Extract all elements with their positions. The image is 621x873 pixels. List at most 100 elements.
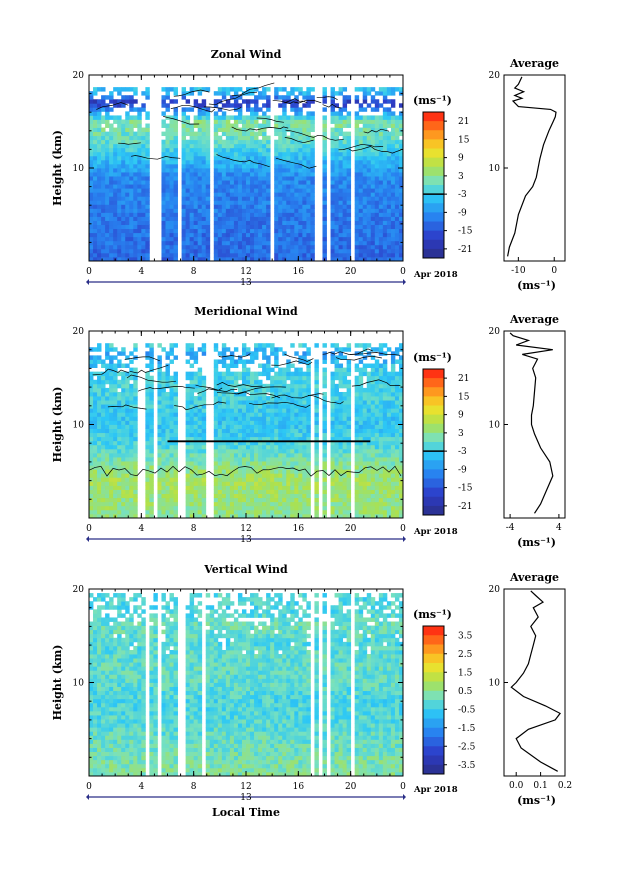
heatmap-cell bbox=[201, 400, 207, 405]
heatmap-cell bbox=[302, 224, 307, 230]
heatmap-cell bbox=[129, 123, 134, 128]
heatmap-cell bbox=[173, 408, 178, 413]
heatmap-cell bbox=[330, 355, 335, 360]
heatmap-cell bbox=[302, 168, 307, 173]
heatmap-cell bbox=[237, 95, 243, 100]
heatmap-cell bbox=[290, 465, 295, 470]
heatmap-cell bbox=[173, 236, 178, 242]
heatmap-cell bbox=[161, 469, 166, 474]
heatmap-cell bbox=[157, 343, 162, 348]
heatmap-cell bbox=[133, 188, 138, 193]
heatmap-cell bbox=[157, 505, 162, 511]
heatmap-cell bbox=[97, 501, 102, 507]
heatmap-cell bbox=[254, 379, 259, 385]
heatmap-cell bbox=[254, 184, 259, 189]
heatmap-cell bbox=[278, 147, 283, 153]
heatmap-cell bbox=[306, 220, 311, 226]
heatmap-cell bbox=[334, 501, 339, 507]
heatmap-cell bbox=[298, 176, 303, 181]
heatmap-cell bbox=[217, 477, 223, 482]
heatmap-cell bbox=[290, 147, 295, 153]
heatmap-cell bbox=[201, 139, 207, 145]
heatmap-cell bbox=[386, 244, 392, 250]
heatmap-cell bbox=[145, 355, 150, 360]
heatmap-cell bbox=[250, 428, 255, 434]
heatmap-cell bbox=[97, 400, 102, 405]
heatmap-cell bbox=[334, 256, 339, 262]
heatmap-cell bbox=[169, 200, 174, 205]
heatmap-cell bbox=[109, 505, 114, 511]
heatmap-cell bbox=[229, 159, 235, 165]
heatmap-cell bbox=[109, 208, 114, 213]
heatmap-cell bbox=[201, 505, 207, 511]
heatmap-cell bbox=[354, 216, 360, 221]
heatmap-cell bbox=[97, 420, 102, 425]
heatmap-cell bbox=[237, 469, 243, 474]
heatmap-cell bbox=[197, 444, 203, 450]
heatmap-cell bbox=[197, 107, 203, 112]
heatmap-cell bbox=[109, 363, 114, 368]
heatmap-cell bbox=[93, 448, 98, 454]
heatmap-cell bbox=[157, 509, 162, 515]
heatmap-cell bbox=[310, 208, 315, 213]
contour-line bbox=[131, 155, 181, 160]
heatmap-cell bbox=[113, 119, 118, 124]
heatmap-cell bbox=[274, 465, 279, 470]
heatmap-cell bbox=[189, 163, 195, 169]
heatmap-cell bbox=[129, 359, 134, 364]
heatmap-cell bbox=[125, 159, 130, 165]
heatmap-cell bbox=[362, 208, 368, 213]
heatmap-cell bbox=[149, 383, 154, 389]
heatmap-cell bbox=[394, 204, 400, 209]
heatmap-cell bbox=[354, 151, 360, 157]
heatmap-cell bbox=[354, 135, 360, 141]
heatmap-cell bbox=[274, 416, 279, 421]
heatmap-cell bbox=[290, 452, 295, 458]
heatmap-cell bbox=[181, 252, 187, 258]
heatmap-cell bbox=[370, 107, 376, 112]
heatmap-cell bbox=[101, 248, 106, 254]
heatmap-cell bbox=[101, 119, 106, 124]
heatmap-cell bbox=[366, 188, 372, 193]
heatmap-cell bbox=[274, 359, 279, 364]
heatmap-cell bbox=[217, 505, 223, 511]
heatmap-cell bbox=[173, 375, 178, 381]
heatmap-cell bbox=[173, 184, 178, 189]
heatmap-cell bbox=[354, 99, 360, 104]
heatmap-cell bbox=[258, 151, 263, 157]
heatmap-cell bbox=[121, 461, 126, 466]
heatmap-cell bbox=[145, 477, 150, 482]
heatmap-cell bbox=[274, 176, 279, 181]
heatmap-cell bbox=[229, 448, 235, 454]
heatmap-cell bbox=[246, 115, 251, 120]
heatmap-cell bbox=[374, 172, 380, 177]
heatmap-cell bbox=[302, 147, 307, 153]
heatmap-cell bbox=[213, 363, 219, 368]
heatmap-cell bbox=[322, 477, 327, 482]
heatmap-cell bbox=[250, 359, 255, 364]
heatmap-cell bbox=[374, 135, 380, 141]
heatmap-cell bbox=[302, 216, 307, 221]
heatmap-cell bbox=[165, 481, 170, 486]
heatmap-cell bbox=[149, 477, 154, 482]
heatmap-cell bbox=[229, 485, 235, 490]
heatmap-cell bbox=[338, 485, 344, 490]
heatmap-cell bbox=[270, 473, 275, 478]
heatmap-cell bbox=[294, 396, 299, 401]
heatmap-cell bbox=[197, 151, 203, 157]
heatmap-cell bbox=[366, 252, 372, 258]
heatmap-cell bbox=[229, 256, 235, 262]
heatmap-cell bbox=[241, 143, 247, 149]
heatmap-cell bbox=[105, 497, 110, 503]
heatmap-cell bbox=[258, 363, 263, 368]
heatmap-cell bbox=[330, 408, 335, 413]
heatmap-cell bbox=[149, 351, 154, 356]
heatmap-cell bbox=[354, 220, 360, 226]
heatmap-cell bbox=[97, 248, 102, 254]
heatmap-cell bbox=[262, 155, 267, 161]
heatmap-cell bbox=[133, 107, 138, 112]
heatmap-cell bbox=[217, 501, 223, 507]
heatmap-cell bbox=[161, 196, 166, 201]
heatmap-cell bbox=[157, 501, 162, 507]
heatmap-cell bbox=[386, 180, 392, 185]
